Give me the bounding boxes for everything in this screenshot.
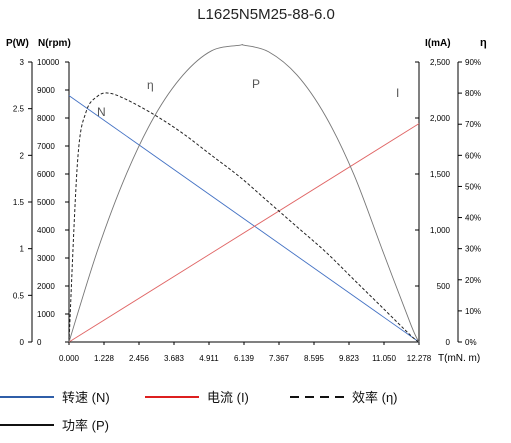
power-ticks: 3 2.5 2 1.5 1 0.5 0 xyxy=(13,58,32,347)
current-axis-label: I(mA) xyxy=(425,38,451,49)
current-tick-label: 2,000 xyxy=(430,114,451,123)
x-tick-label: 6.139 xyxy=(234,354,255,363)
current-tick-label: 1,500 xyxy=(430,170,451,179)
current-tick-label: 0 xyxy=(446,338,451,347)
legend-label-eta: 效率 (η) xyxy=(352,390,398,405)
series-line-N xyxy=(69,96,419,342)
power-tick-label: 3 xyxy=(20,58,25,67)
legend-label-I: 电流 (I) xyxy=(207,390,249,405)
power-tick-label: 1.5 xyxy=(13,198,25,207)
current-ticks: 2,500 2,000 1,500 1,000 500 0 xyxy=(415,58,451,347)
efficiency-tick-label: 80% xyxy=(465,89,481,98)
speed-tick-label: 5000 xyxy=(37,198,55,207)
efficiency-tick-label: 30% xyxy=(465,245,481,254)
speed-tick-label: 8000 xyxy=(37,114,55,123)
power-tick-label: 0 xyxy=(20,338,25,347)
speed-ticks: 1000090008000700060005000400030002000100… xyxy=(37,58,69,347)
speed-tick-label: 6000 xyxy=(37,170,55,179)
legend: 转速 (N) 电流 (I) 效率 (η) 功率 (P) xyxy=(0,390,398,433)
x-tick-label: 0.000 xyxy=(59,354,80,363)
speed-tick-label: 1000 xyxy=(37,310,55,319)
speed-tick-label: 4000 xyxy=(37,226,55,235)
curve-labels: N Iη P xyxy=(97,77,399,119)
power-tick-label: 0.5 xyxy=(13,291,25,300)
efficiency-tick-label: 0% xyxy=(465,338,477,347)
curve-label-eta: η xyxy=(147,78,154,92)
x-tick-label: 7.367 xyxy=(269,354,290,363)
x-tick-label: 9.823 xyxy=(339,354,360,363)
current-tick-label: 500 xyxy=(437,282,451,291)
speed-tick-label: 2000 xyxy=(37,282,55,291)
x-tick-label: 4.911 xyxy=(199,354,219,363)
series-line-P xyxy=(69,44,419,342)
series-line-I xyxy=(69,124,419,342)
efficiency-ticks: 90% 80% 70% 60% 50% 40% 30% 20% 10% 0% xyxy=(458,58,481,347)
power-axis-label: P(W) xyxy=(6,38,29,49)
speed-tick-label: 0 xyxy=(37,338,42,347)
current-tick-label: 2,500 xyxy=(430,58,451,67)
curve-label-N: N xyxy=(97,105,106,119)
speed-tick-label: 10000 xyxy=(37,58,60,67)
chart-title: L1625N5M25-88-6.0 xyxy=(197,6,335,23)
efficiency-axis-label: η xyxy=(480,37,487,49)
efficiency-tick-label: 50% xyxy=(465,182,481,191)
efficiency-tick-label: 70% xyxy=(465,120,481,129)
efficiency-tick-label: 90% xyxy=(465,58,481,67)
x-axis-label: T(mN. m) xyxy=(438,353,480,364)
legend-label-P: 功率 (P) xyxy=(62,418,109,433)
x-tick-label: 3.683 xyxy=(164,354,185,363)
x-ticks: 0.000 1.228 2.456 3.683 4.911 6.139 7.367 8.595… xyxy=(59,342,432,363)
speed-tick-label: 9000 xyxy=(37,86,55,95)
curve-label-I: I xyxy=(396,86,399,100)
legend-label-N: 转速 (N) xyxy=(62,390,110,405)
efficiency-tick-label: 10% xyxy=(465,307,481,316)
speed-axis-label: N(rpm) xyxy=(38,38,71,49)
speed-tick-label: 3000 xyxy=(37,254,55,263)
power-tick-label: 1 xyxy=(20,245,25,254)
x-tick-label: 12.278 xyxy=(407,354,432,363)
efficiency-tick-label: 40% xyxy=(465,214,481,223)
x-tick-label: 8.595 xyxy=(304,354,325,363)
x-tick-label: 11.050 xyxy=(372,354,396,363)
efficiency-tick-label: 20% xyxy=(465,276,481,285)
curve-label-P: P xyxy=(252,77,260,91)
series-group xyxy=(69,44,419,342)
current-tick-label: 1,000 xyxy=(430,226,451,235)
speed-tick-label: 7000 xyxy=(37,142,55,151)
x-tick-label: 2.456 xyxy=(129,354,150,363)
efficiency-tick-label: 60% xyxy=(465,151,481,160)
x-tick-label: 1.228 xyxy=(94,354,115,363)
power-tick-label: 2.5 xyxy=(13,105,25,114)
power-tick-label: 2 xyxy=(20,151,25,160)
